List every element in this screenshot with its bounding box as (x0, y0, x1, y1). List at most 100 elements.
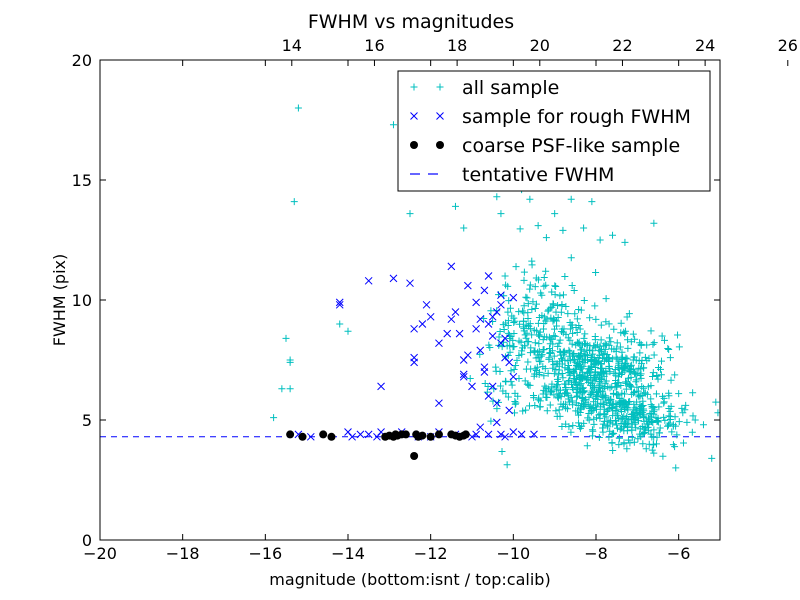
data-point (600, 350, 608, 358)
data-point (516, 320, 524, 328)
data-point (529, 298, 537, 306)
data-point (596, 236, 604, 244)
data-point (356, 430, 365, 439)
data-point (673, 431, 681, 439)
data-point (505, 358, 514, 367)
data-point (466, 374, 474, 382)
data-point (560, 390, 568, 398)
data-point (561, 364, 569, 372)
data-point (536, 328, 544, 336)
top-tick-label: 18 (447, 36, 467, 55)
data-point (542, 393, 550, 401)
data-point (451, 202, 459, 210)
data-point (660, 394, 668, 402)
data-point (426, 432, 435, 441)
data-point (540, 372, 548, 380)
data-point (568, 340, 576, 348)
data-point (504, 317, 512, 325)
data-point (647, 395, 655, 403)
data-point (587, 357, 595, 365)
data-point (401, 430, 410, 439)
data-point (526, 381, 534, 389)
data-point (493, 307, 501, 315)
data-point (623, 313, 631, 321)
data-point (587, 362, 595, 370)
data-point (290, 198, 298, 206)
data-point (621, 238, 629, 246)
data-point (570, 375, 578, 383)
data-point (689, 412, 697, 420)
data-point (532, 367, 540, 375)
data-point (566, 348, 574, 356)
top-tick-label: 20 (530, 36, 550, 55)
data-point (536, 368, 544, 376)
data-point (556, 386, 564, 394)
data-point (556, 292, 564, 300)
data-point (554, 314, 562, 322)
data-point (618, 356, 626, 364)
data-point (286, 385, 294, 393)
data-point (572, 341, 580, 349)
data-point (681, 406, 689, 414)
data-point (632, 424, 640, 432)
data-point (587, 365, 595, 373)
data-point (406, 279, 414, 288)
data-point (543, 333, 551, 341)
data-point (643, 357, 651, 365)
data-point (551, 210, 559, 218)
data-point (515, 374, 523, 382)
data-point (620, 328, 628, 336)
data-point (650, 351, 658, 359)
data-point (644, 414, 652, 422)
data-point (581, 330, 589, 338)
data-point (535, 340, 543, 348)
data-point (603, 350, 611, 358)
data-point (522, 406, 530, 414)
data-point (418, 431, 427, 440)
data-point (554, 371, 562, 379)
data-point (521, 342, 529, 350)
data-point (505, 406, 514, 415)
data-point (527, 344, 535, 352)
legend-marker (436, 83, 444, 91)
data-point (534, 331, 542, 339)
data-point (583, 442, 591, 450)
data-point (595, 377, 603, 385)
data-point (637, 340, 645, 348)
data-point (567, 428, 575, 436)
data-point (528, 331, 536, 339)
data-point (650, 219, 658, 227)
data-point (596, 410, 604, 418)
data-point (472, 324, 480, 333)
data-point (630, 438, 638, 446)
data-point (665, 412, 673, 420)
data-point (551, 291, 559, 299)
y-tick-label: 0 (82, 531, 92, 550)
data-point (614, 412, 622, 420)
data-point (526, 285, 534, 293)
y-tick-label: 10 (72, 291, 92, 310)
data-point (410, 324, 418, 333)
data-point (507, 367, 515, 375)
data-point (556, 336, 564, 344)
data-point (610, 390, 618, 398)
data-point (422, 300, 431, 309)
data-point (531, 283, 539, 291)
data-point (612, 379, 620, 387)
data-point (581, 340, 589, 348)
data-point (512, 399, 520, 407)
data-point (547, 314, 555, 322)
data-point (319, 430, 328, 439)
data-point (597, 321, 605, 329)
data-point (573, 315, 581, 323)
data-point (573, 328, 581, 336)
data-point (612, 407, 620, 415)
data-point (546, 304, 554, 312)
data-point (642, 445, 650, 453)
data-point (523, 294, 531, 302)
data-point (530, 430, 538, 439)
data-point (583, 352, 591, 360)
data-point (294, 104, 302, 112)
data-point (617, 381, 625, 389)
data-point (476, 350, 484, 358)
